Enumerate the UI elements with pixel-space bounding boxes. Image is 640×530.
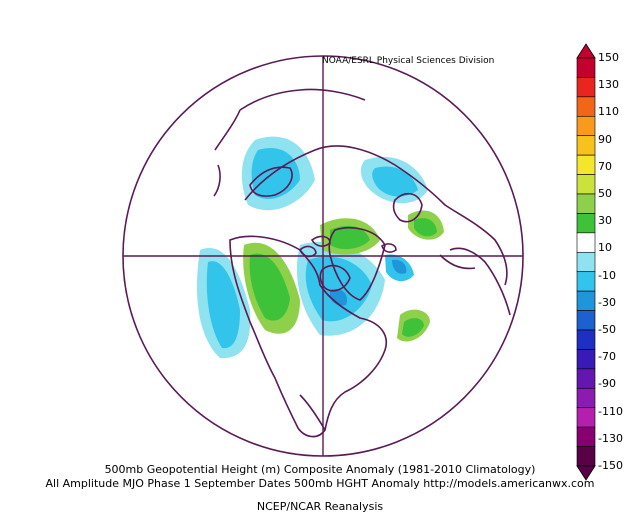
colorbar-segment	[576, 310, 596, 331]
colorbar-segment	[576, 135, 596, 156]
colorbar-tick-label: 10	[598, 241, 612, 255]
coastlines	[213, 88, 511, 438]
colorbar-segment	[576, 329, 596, 350]
colorbar-tick-label: -110	[598, 404, 623, 418]
colorbar-bottom-arrow	[576, 465, 596, 481]
colorbar-top-arrow	[576, 43, 596, 59]
colorbar-tick-label: 70	[598, 159, 612, 173]
colorbar-segment	[576, 387, 596, 409]
colorbar-tick-label: 50	[598, 187, 612, 200]
colorbar-segment	[576, 96, 596, 117]
colorbar-segment	[576, 290, 596, 311]
colorbar-segment	[576, 154, 596, 175]
caption-line-2: All Amplitude MJO Phase 1 September Date…	[45, 477, 595, 490]
colorbar-tick-label: 130	[598, 78, 619, 92]
anomaly-fields	[196, 136, 444, 359]
colorbar-segment	[576, 368, 596, 389]
colorbar-tick-label: 90	[598, 132, 612, 146]
colorbar-segment	[576, 232, 596, 253]
colorbar-tick-label: 30	[598, 214, 612, 228]
colorbar-segment	[576, 115, 596, 137]
colorbar-segment	[576, 349, 596, 370]
colorbar-segment	[576, 251, 596, 273]
map-border	[122, 55, 524, 457]
positive-anomaly-green	[249, 218, 437, 337]
colorbar-tick-label: -10	[598, 268, 616, 282]
colorbar-tick-label: 150	[598, 51, 619, 64]
colorbar-tick-label: -150	[598, 459, 623, 472]
caption-line-1: 500mb Geopotential Height (m) Composite …	[104, 463, 536, 476]
colorbar-tick-label: -50	[598, 323, 616, 336]
colorbar-segment	[576, 213, 596, 234]
colorbar-segment	[576, 57, 596, 78]
colorbar-tick-label: 110	[598, 105, 619, 119]
graticule	[123, 56, 523, 456]
colorbar-segment	[576, 174, 596, 195]
colorbar-segment	[576, 426, 596, 447]
colorbar-segment	[576, 193, 596, 214]
caption-line-3: NCEP/NCAR Reanalysis	[256, 500, 384, 513]
colorbar	[576, 43, 596, 481]
colorbar-tick-label: -130	[598, 431, 623, 445]
colorbar-segment	[576, 407, 596, 428]
colorbar-segment	[576, 271, 596, 292]
colorbar-tick-label: -30	[598, 295, 616, 309]
colorbar-tick-label: -70	[598, 350, 616, 364]
colorbar-segment	[576, 77, 596, 98]
credit-label: NOAA/ESRL Physical Sciences Division	[322, 56, 495, 66]
colorbar-tick-label: -90	[598, 377, 616, 391]
